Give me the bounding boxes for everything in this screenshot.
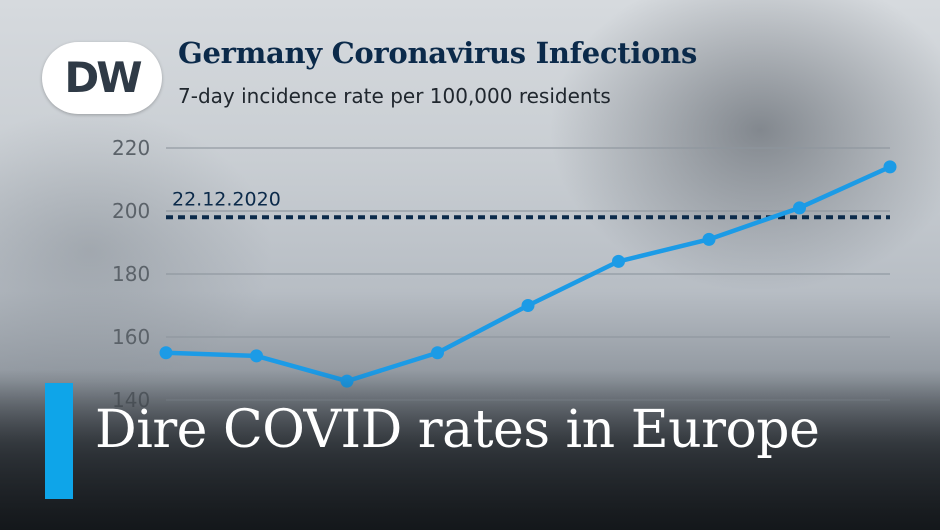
data-point (883, 160, 897, 174)
chart-subtitle: 7-day incidence rate per 100,000 residen… (178, 84, 611, 108)
data-point (793, 201, 806, 215)
data-point (612, 254, 625, 268)
threshold-label: 22.12.2020 (172, 188, 281, 210)
logo-text: DW (64, 53, 142, 102)
data-point (521, 299, 535, 312)
data-point (702, 232, 716, 246)
y-tick-label: 200 (112, 199, 150, 223)
y-tick-label: 180 (112, 262, 150, 286)
dw-logo: DW (42, 42, 162, 114)
data-point (250, 349, 263, 363)
headline: Dire COVID rates in Europe (95, 400, 820, 460)
y-tick-label: 220 (112, 136, 150, 160)
chart-title: Germany Coronavirus Infections (178, 36, 697, 70)
banner-accent-bar (45, 383, 73, 499)
y-tick-label: 160 (112, 325, 150, 349)
data-point (159, 346, 173, 360)
banner-shade (0, 370, 940, 530)
data-point (431, 346, 444, 360)
